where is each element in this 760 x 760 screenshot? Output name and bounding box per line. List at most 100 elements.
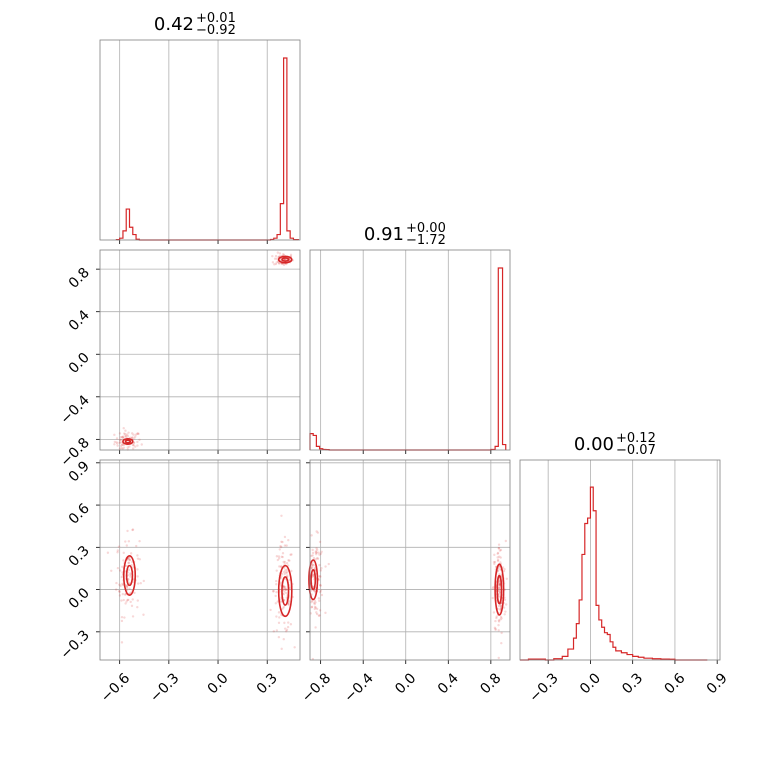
scatter-point-1-0	[133, 435, 137, 438]
scatter-point-2-1	[314, 606, 318, 609]
scatter-point-2-1	[498, 581, 501, 584]
scatter-point-2-0	[125, 564, 128, 568]
scatter-point-1-0	[121, 447, 124, 451]
scatter-point-2-0	[285, 568, 289, 571]
scatter-point-1-0	[126, 434, 130, 438]
scatter-point-2-0	[274, 579, 278, 583]
scatter-point-2-1	[496, 556, 499, 559]
scatter-point-2-1	[311, 563, 314, 567]
scatter-point-2-0	[121, 582, 124, 586]
scatter-point-2-1	[319, 590, 322, 594]
scatter-point-2-0	[287, 603, 291, 606]
scatter-point-2-0	[276, 600, 279, 603]
scatter-point-2-0	[138, 558, 142, 561]
title-plus-1: +0.01	[196, 11, 236, 26]
scatter-point-1-0	[131, 447, 135, 450]
scatter-point-2-0	[283, 621, 286, 625]
scatter-point-2-0	[287, 621, 290, 624]
scatter-point-2-1	[498, 572, 501, 576]
title-param-3: 0.00 +0.12−0.07	[574, 431, 656, 458]
title-minus-1: −0.92	[196, 23, 236, 38]
scatter-point-2-0	[283, 544, 287, 547]
scatter-point-2-0	[274, 594, 277, 598]
xtick-label-col3-2: 0.3	[619, 670, 646, 697]
scatter-point-2-0	[121, 565, 124, 569]
scatter-point-2-1	[503, 567, 506, 571]
contour-2-0-0-1	[125, 564, 134, 587]
title-minus-2: −1.72	[406, 233, 446, 248]
scatter-point-2-0	[126, 598, 129, 602]
xtick-label-col2-4: 0.8	[477, 670, 504, 697]
scatter-point-2-1	[492, 586, 495, 589]
scatter-point-2-0	[275, 629, 279, 632]
scatter-point-1-0	[121, 443, 124, 446]
scatter-point-2-0	[129, 575, 132, 578]
scatter-point-2-0	[130, 604, 134, 608]
title-minus-3: −0.07	[616, 443, 656, 458]
xtick-label-col3-4: 0.9	[704, 670, 731, 697]
scatter-point-2-0	[279, 581, 283, 584]
scatter-point-2-0	[121, 592, 125, 596]
scatter-point-2-0	[281, 551, 285, 555]
scatter-point-2-0	[128, 558, 131, 562]
xtick-label-col3-3: 0.6	[661, 670, 688, 697]
scatter-point-2-0	[277, 555, 281, 558]
scatter-point-1-0	[132, 433, 135, 436]
title-param-2: 0.91 +0.00−1.72	[364, 221, 446, 248]
scatter-point-2-0	[269, 608, 272, 612]
scatter-point-2-1	[327, 562, 330, 566]
scatter-point-2-1	[310, 600, 313, 604]
scatter-point-2-1	[497, 583, 501, 587]
scatter-point-2-0	[282, 593, 285, 596]
scatter-point-2-0	[280, 647, 283, 651]
scatter-point-2-0	[117, 589, 121, 593]
scatter-point-2-1	[500, 617, 503, 620]
scatter-point-2-1	[311, 575, 315, 578]
scatter-point-2-1	[317, 551, 320, 554]
scatter-point-2-0	[118, 594, 122, 597]
scatter-point-1-0	[121, 436, 125, 439]
scatter-point-2-1	[313, 605, 317, 609]
scatter-point-2-1	[315, 551, 318, 554]
scatter-point-2-0	[133, 591, 136, 595]
scatter-point-2-0	[118, 569, 122, 572]
scatter-point-2-0	[280, 514, 283, 517]
scatter-point-2-0	[280, 555, 283, 558]
scatter-point-2-0	[131, 528, 135, 531]
scatter-point-2-0	[277, 635, 281, 639]
xtick-label-col3-0: −0.3	[526, 670, 561, 705]
title-param-1: 0.42 +0.01−0.92	[154, 11, 236, 38]
title-value-1: 0.42	[154, 14, 194, 35]
scatter-point-2-0	[127, 568, 131, 572]
scatter-point-2-0	[116, 551, 119, 554]
scatter-point-1-0	[119, 438, 122, 442]
scatter-point-2-0	[281, 607, 285, 610]
title-value-2: 0.91	[364, 224, 404, 245]
scatter-point-1-0	[137, 432, 140, 436]
ytick-label-row2-1: −0.4	[57, 392, 92, 427]
scatter-point-2-0	[119, 584, 122, 588]
scatter-point-2-0	[136, 575, 139, 578]
contour-1-0-0-1	[124, 439, 132, 444]
scatter-point-2-1	[314, 553, 318, 556]
scatter-point-1-0	[120, 446, 123, 450]
title-value-3: 0.00	[574, 434, 614, 455]
scatter-point-2-0	[116, 566, 120, 570]
scatter-point-2-0	[277, 557, 281, 560]
scatter-point-1-0	[273, 257, 277, 260]
histogram-param-3	[520, 486, 708, 661]
scatter-point-2-1	[499, 548, 503, 552]
scatter-point-2-0	[120, 575, 124, 579]
scatter-point-2-1	[497, 629, 500, 632]
scatter-point-2-1	[318, 609, 322, 612]
scatter-point-1-0	[115, 442, 119, 445]
ytick-label-row3-1: 0.0	[66, 585, 93, 612]
scatter-point-2-1	[316, 556, 319, 560]
scatter-point-2-1	[498, 585, 502, 589]
scatter-point-2-0	[283, 535, 287, 539]
scatter-point-2-0	[284, 591, 288, 595]
scatter-point-1-0	[274, 262, 278, 266]
panel-1-1	[309, 249, 511, 454]
scatter-point-1-0	[133, 437, 136, 440]
scatter-point-2-1	[316, 557, 320, 560]
